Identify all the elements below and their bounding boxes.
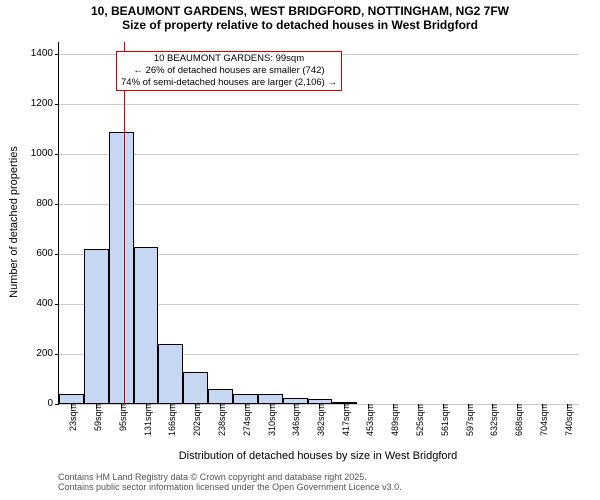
plot-area: 020040060080010001200140023sqm59sqm95sqm…: [58, 42, 579, 405]
x-tick-label: 310sqm: [267, 404, 277, 436]
x-tick-label: 704sqm: [539, 404, 549, 436]
x-axis-label: Distribution of detached houses by size …: [58, 450, 578, 462]
y-tick-mark: [55, 404, 59, 405]
y-tick-label: 0: [47, 399, 53, 409]
x-tick-label: 238sqm: [217, 404, 227, 436]
chart-title: 10, BEAUMONT GARDENS, WEST BRIDGFORD, NO…: [0, 4, 600, 33]
histogram-bar: [158, 344, 183, 404]
histogram-bar: [208, 389, 233, 404]
y-tick-label: 1400: [31, 49, 53, 59]
callout-line-3: 74% of semi-detached houses are larger (…: [121, 77, 337, 89]
x-tick-label: 632sqm: [489, 404, 499, 436]
y-tick-label: 400: [36, 299, 53, 309]
x-tick-label: 131sqm: [143, 404, 153, 436]
x-tick-label: 417sqm: [341, 404, 351, 436]
title-line-1: 10, BEAUMONT GARDENS, WEST BRIDGFORD, NO…: [0, 4, 600, 18]
x-tick-label: 274sqm: [242, 404, 252, 436]
x-tick-label: 561sqm: [440, 404, 450, 436]
x-tick-label: 525sqm: [415, 404, 425, 436]
x-tick-label: 668sqm: [514, 404, 524, 436]
attribution-line-1: Contains HM Land Registry data © Crown c…: [58, 472, 578, 482]
y-tick-mark: [55, 54, 59, 55]
x-tick-label: 59sqm: [93, 404, 103, 431]
x-tick-label: 382sqm: [316, 404, 326, 436]
x-tick-label: 489sqm: [390, 404, 400, 436]
y-tick-label: 600: [36, 249, 53, 259]
y-tick-mark: [55, 254, 59, 255]
x-tick-label: 597sqm: [465, 404, 475, 436]
y-tick-mark: [55, 104, 59, 105]
attribution-line-2: Contains public sector information licen…: [58, 482, 578, 492]
y-tick-mark: [55, 304, 59, 305]
title-line-2: Size of property relative to detached ho…: [0, 18, 600, 32]
x-tick-label: 166sqm: [167, 404, 177, 436]
y-tick-mark: [55, 354, 59, 355]
histogram-bar: [134, 247, 159, 404]
gridline-h: [59, 154, 579, 155]
y-tick-mark: [55, 204, 59, 205]
callout-line-1: 10 BEAUMONT GARDENS: 99sqm: [121, 53, 337, 65]
gridline-h: [59, 104, 579, 105]
histogram-bar: [258, 394, 283, 404]
histogram-bar: [183, 372, 208, 404]
histogram-bar: [84, 249, 109, 404]
x-tick-label: 453sqm: [365, 404, 375, 436]
y-tick-label: 1000: [31, 149, 53, 159]
attribution-text: Contains HM Land Registry data © Crown c…: [58, 472, 578, 493]
property-marker-line: [124, 42, 125, 404]
histogram-bar: [109, 132, 134, 404]
x-tick-label: 346sqm: [291, 404, 301, 436]
y-tick-label: 1200: [31, 99, 53, 109]
callout-line-2: ← 26% of detached houses are smaller (74…: [121, 65, 337, 77]
x-tick-label: 95sqm: [118, 404, 128, 431]
y-tick-mark: [55, 154, 59, 155]
x-tick-label: 740sqm: [564, 404, 574, 436]
y-tick-label: 800: [36, 199, 53, 209]
histogram-bar: [233, 394, 258, 404]
y-tick-label: 200: [36, 349, 53, 359]
gridline-h: [59, 204, 579, 205]
x-tick-label: 202sqm: [192, 404, 202, 436]
callout-box: 10 BEAUMONT GARDENS: 99sqm← 26% of detac…: [116, 51, 342, 91]
x-tick-label: 23sqm: [68, 404, 78, 431]
y-axis-label: Number of detached properties: [8, 70, 20, 222]
histogram-bar: [59, 394, 84, 404]
